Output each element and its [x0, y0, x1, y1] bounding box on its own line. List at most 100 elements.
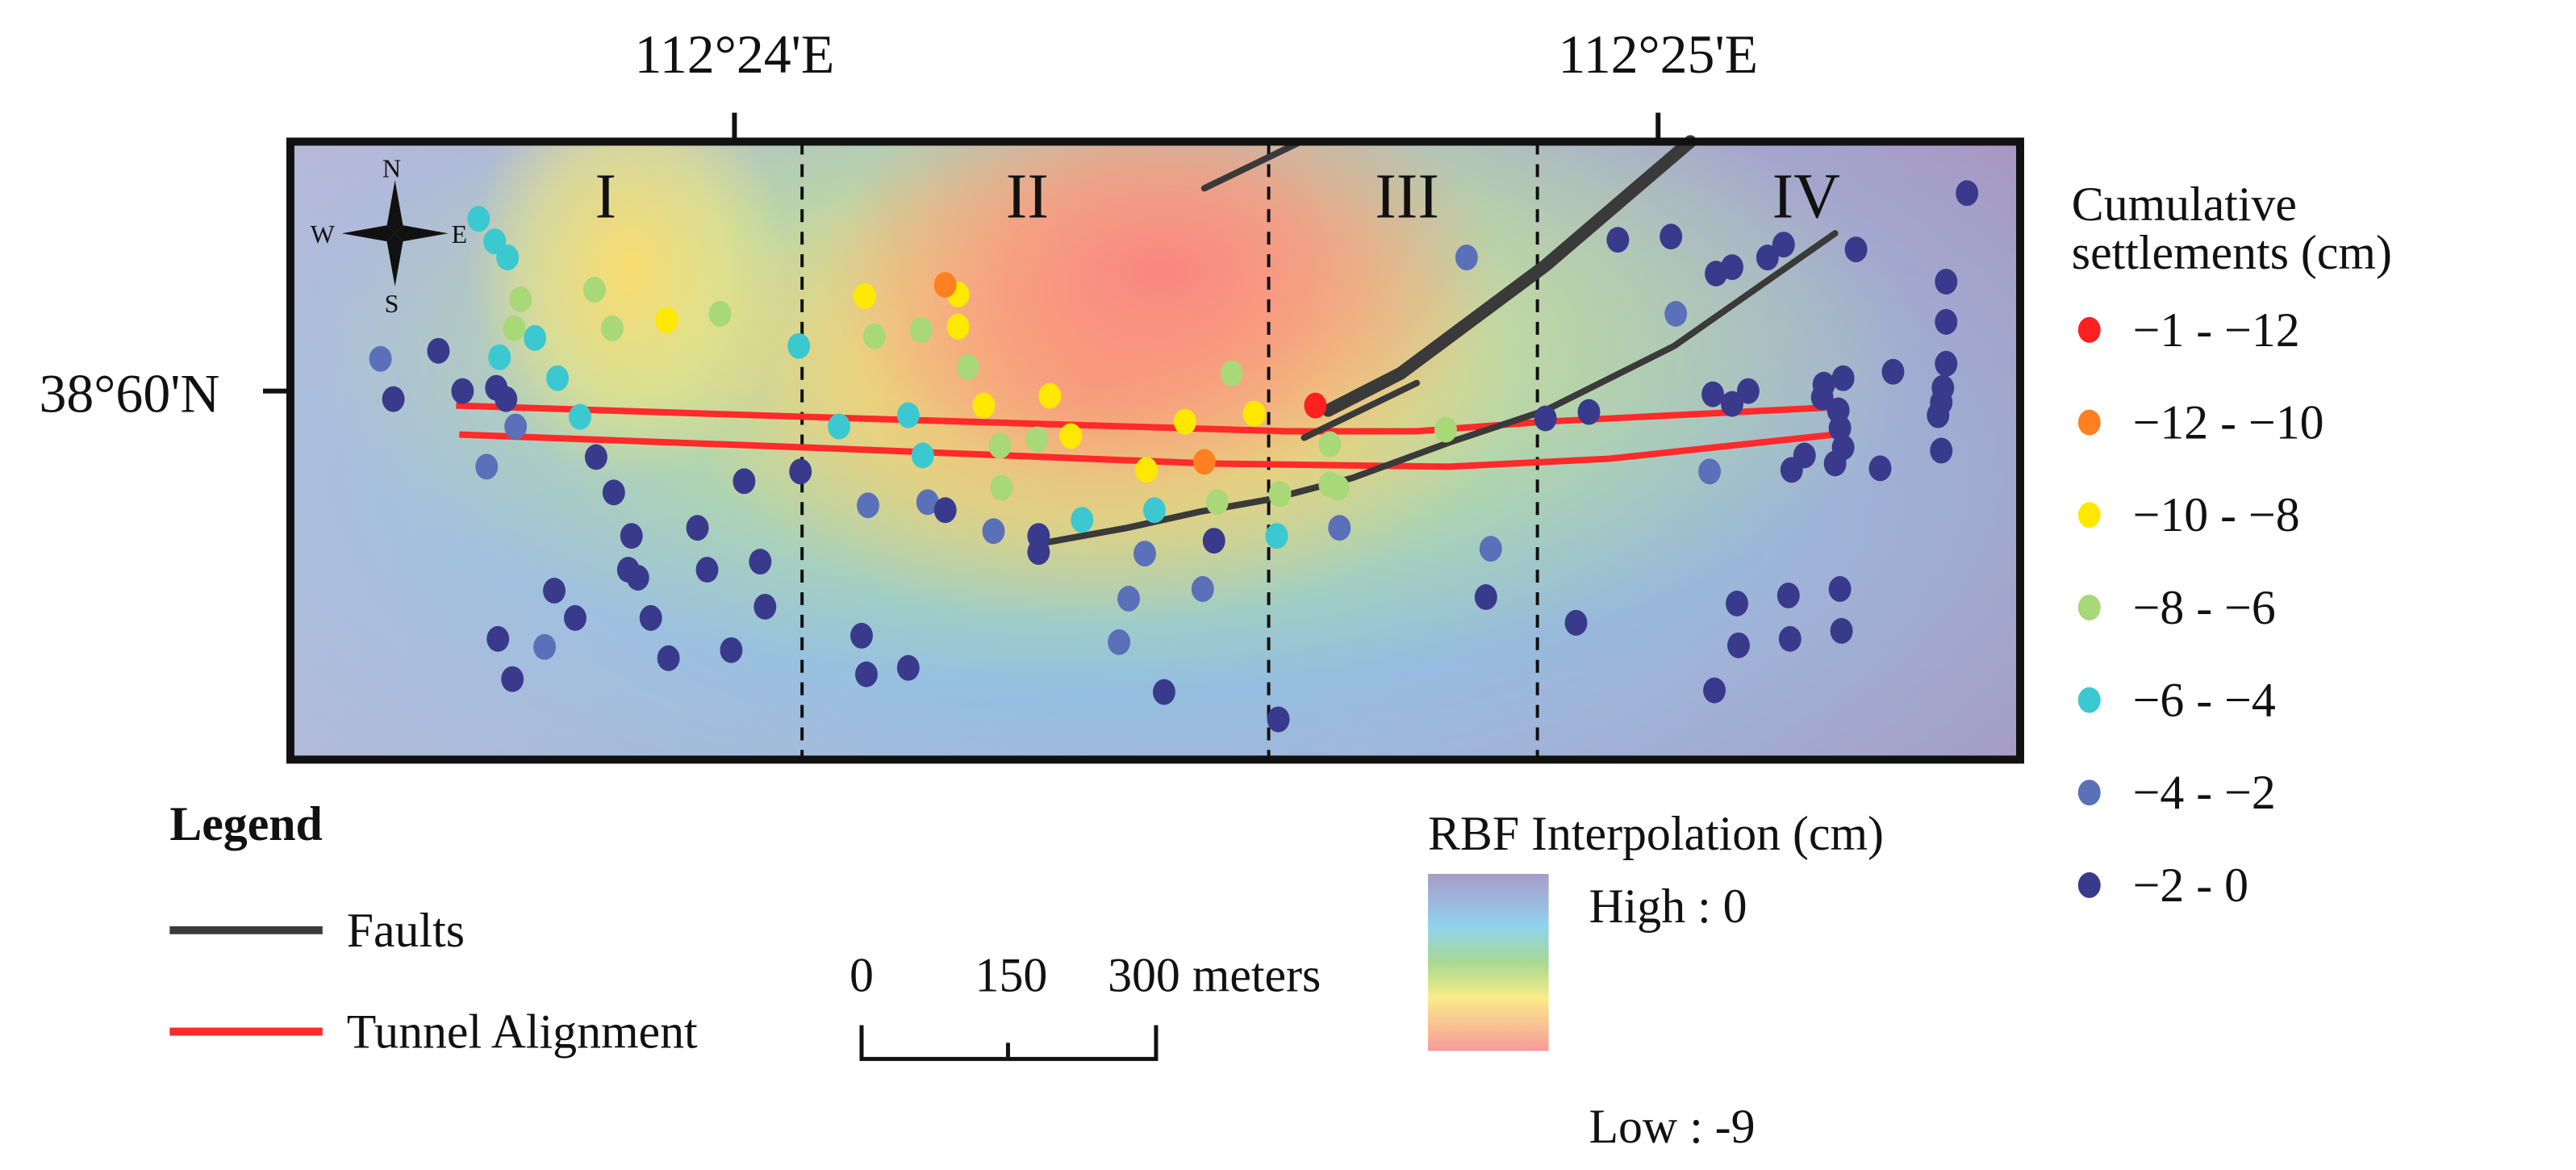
- settlement-point: [1756, 244, 1779, 271]
- settlement-point: [475, 453, 499, 480]
- settlement-point: [626, 565, 649, 591]
- settlement-point: [1721, 254, 1743, 281]
- settlement-point: [1780, 457, 1803, 483]
- legend-class-label: −2 - 0: [2133, 859, 2248, 912]
- settlement-point: [1265, 523, 1288, 549]
- settlement-point: [1664, 300, 1688, 327]
- settlement-point: [853, 283, 876, 309]
- settlement-point: [657, 645, 680, 671]
- settlement-point: [1479, 536, 1502, 562]
- legend-symbol: [2077, 502, 2101, 529]
- settlement-point: [720, 637, 743, 663]
- settlement-point: [1703, 677, 1726, 704]
- settlement-point: [972, 392, 996, 419]
- settlement-point: [1134, 541, 1156, 567]
- legend-class-label: −1 - −12: [2133, 303, 2300, 357]
- settlement-point: [911, 442, 934, 469]
- settlement-point: [509, 286, 532, 312]
- settlement-point: [620, 523, 643, 549]
- zone-dividers: [800, 141, 1539, 760]
- settlement-point: [933, 272, 957, 298]
- settlement-point: [1881, 358, 1905, 385]
- legend-title: Legend: [169, 797, 322, 850]
- legend-symbol: [2077, 316, 2101, 343]
- settlement-point: [486, 625, 510, 652]
- settlement-point: [862, 323, 886, 349]
- settlement-point: [1810, 384, 1834, 411]
- compass-rose-icon: N S W E: [311, 154, 467, 318]
- settlement-point: [1698, 458, 1722, 485]
- legend-class-label: −8 - −6: [2133, 581, 2276, 634]
- settlement-point: [909, 316, 933, 343]
- settlement-point: [749, 549, 772, 575]
- settlement-point: [1220, 360, 1243, 387]
- settlement-point: [1721, 391, 1743, 417]
- settlement-point: [1202, 528, 1225, 554]
- settlement-point: [1191, 576, 1214, 602]
- legend-class-label: −10 - −8: [2133, 488, 2300, 541]
- svg-text:300 meters: 300 meters: [1108, 949, 1321, 1002]
- legend-class-label: −4 - −2: [2133, 766, 2276, 819]
- lat-label: 38°60'N: [40, 364, 220, 424]
- settlement-point: [1935, 350, 1958, 377]
- settlement-point: [733, 468, 756, 495]
- faults: [1043, 135, 1839, 546]
- svg-text:0: 0: [850, 949, 874, 1002]
- settlement-point: [1135, 457, 1158, 483]
- legend-symbol: [2077, 594, 2101, 621]
- settlement-point: [369, 345, 392, 372]
- settlement-point: [850, 622, 873, 649]
- settlement-point: [1318, 431, 1342, 458]
- settlement-point: [584, 444, 607, 470]
- settlement-point: [524, 324, 547, 351]
- settlement-point: [1268, 481, 1292, 508]
- settlement-point: [1071, 507, 1094, 533]
- settlement-point: [1701, 381, 1725, 407]
- scale-bar: 0 150 300 meters: [850, 949, 1321, 1061]
- settlement-point: [1108, 629, 1131, 655]
- settlement-point: [467, 206, 491, 232]
- settlement-point: [1142, 497, 1166, 524]
- settlement-point: [856, 492, 879, 519]
- settlement-point: [546, 365, 569, 391]
- settlement-point: [1474, 584, 1497, 610]
- legend-symbol: [2077, 872, 2101, 898]
- settlements-title: Cumulative: [2072, 178, 2297, 231]
- zone-label-i: I: [595, 161, 617, 232]
- settlement-point: [854, 661, 878, 687]
- settlement-point: [501, 666, 524, 692]
- svg-text:150: 150: [975, 949, 1048, 1002]
- settlement-point: [1326, 474, 1350, 501]
- settlement-point: [496, 244, 520, 271]
- svg-text:W: W: [311, 220, 336, 249]
- faults-legend-label: Faults: [347, 904, 465, 957]
- settlement-point: [896, 654, 920, 681]
- settlement-point: [1935, 269, 1958, 295]
- settlement-point: [1956, 180, 1979, 207]
- legend-symbol: [2077, 687, 2101, 713]
- settlement-point: [956, 353, 979, 380]
- zone-label-iv: IV: [1772, 161, 1840, 232]
- settlement-point: [754, 593, 777, 620]
- zone-label-iii: III: [1375, 161, 1439, 232]
- settlement-point: [1434, 416, 1457, 443]
- zone-label-ii: II: [1006, 161, 1049, 232]
- settlement-point: [982, 518, 1005, 545]
- rbf-title: RBF Interpolation (cm): [1428, 807, 1884, 860]
- legend-class-label: −6 - −4: [2133, 674, 2276, 727]
- settlement-point: [990, 474, 1013, 501]
- settlement-point: [789, 458, 812, 485]
- lon-label: 112°24'E: [635, 24, 835, 85]
- settlement-point: [600, 315, 624, 341]
- settlements-legend: −1 - −12 −12 - −10 −10 - −8 −8 - −6 −6 - −4 −…: [2077, 303, 2324, 912]
- map-frame: [286, 137, 2024, 764]
- settlement-point: [1736, 378, 1760, 404]
- settlement-point: [1242, 400, 1266, 427]
- settlement-point: [602, 479, 625, 506]
- settlement-point: [787, 332, 811, 359]
- settlement-point: [933, 497, 957, 524]
- settlement-point: [1059, 423, 1083, 449]
- settlement-point: [1328, 515, 1351, 541]
- rbf-low-label: Low : -9: [1589, 1100, 1755, 1153]
